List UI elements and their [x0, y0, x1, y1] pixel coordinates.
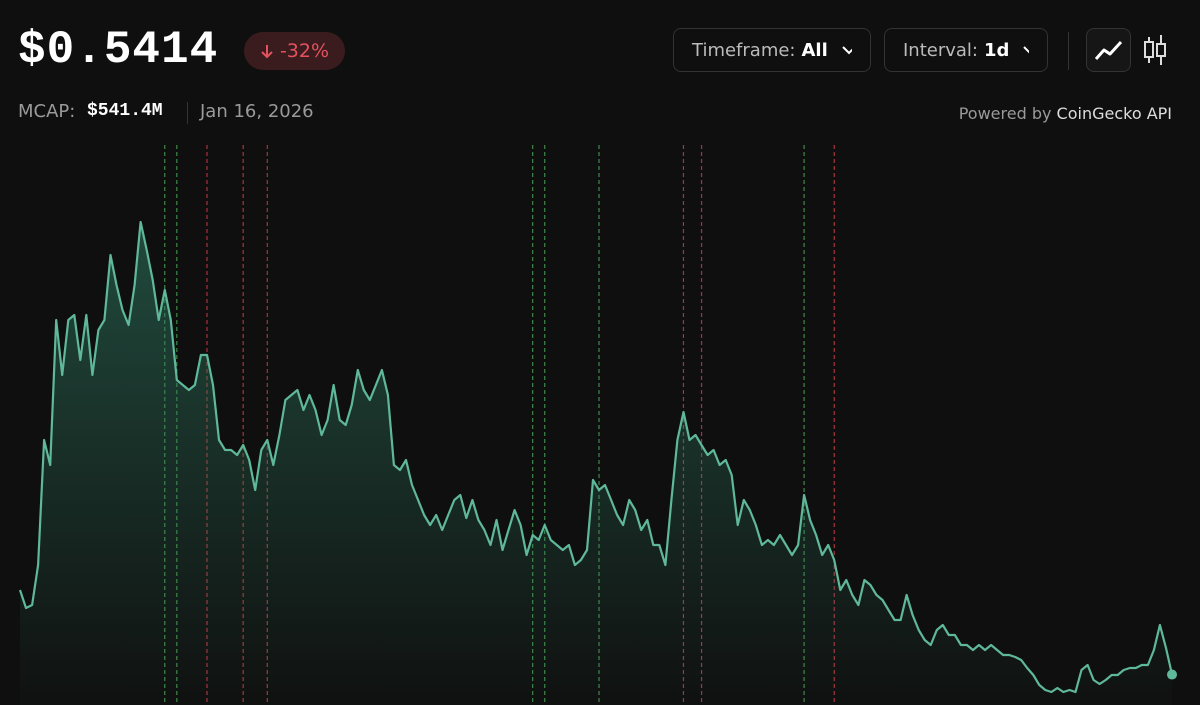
price-line: [18, 220, 1174, 694]
last-point: [1167, 669, 1177, 680]
powered-by: Powered by: [958, 104, 1052, 123]
timeframe: All: [801, 39, 828, 61]
timeframe-button[interactable]: Timeframe: All: [673, 28, 871, 72]
mcap-label: MCAP:: [18, 101, 76, 122]
line-chart-button[interactable]: [1086, 28, 1131, 72]
chevron-icon: [1023, 46, 1029, 53]
price: $0.5414: [18, 24, 219, 76]
candlestick-button[interactable]: [1141, 33, 1171, 67]
area-fill: [20, 222, 1172, 705]
separator: [187, 102, 188, 124]
timeframe-label: Timeframe:: [692, 39, 796, 61]
divider: [1068, 32, 1069, 70]
interval-label: Interval:: [903, 39, 978, 61]
change: -32%: [279, 40, 330, 62]
provider[interactable]: CoinGecko API: [1056, 104, 1172, 123]
line-chart-icon: [1094, 40, 1123, 60]
attribution: Powered by CoinGecko API: [959, 104, 1172, 123]
chevron-icon: [842, 46, 852, 55]
mcap: $541.4M: [87, 101, 163, 121]
interval: 1d: [984, 39, 1010, 61]
date: Jan 16, 2026: [200, 101, 314, 122]
interval-button[interactable]: Interval: 1d: [884, 28, 1048, 72]
candlestick-icon: [1144, 35, 1166, 65]
change-badge: -32%: [244, 32, 345, 70]
down-arrow-icon: [261, 45, 273, 59]
